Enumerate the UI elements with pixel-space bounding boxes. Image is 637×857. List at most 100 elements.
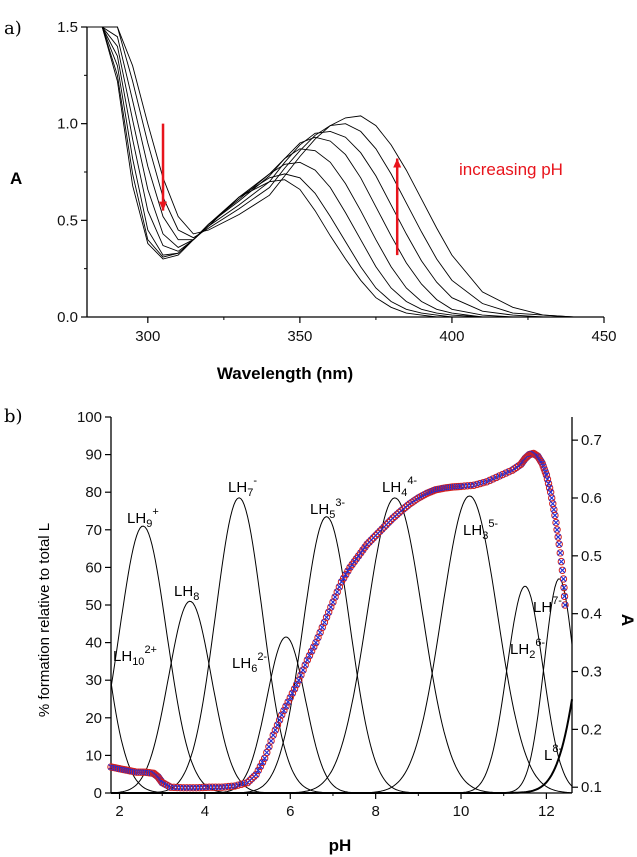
panel-b-xtick-label: 4 [201,803,209,820]
panel-b-label: b) [4,406,23,427]
absorbance-point [384,518,393,527]
absorbance-point-marker [562,602,569,608]
panel-b-ytick-right-label: 0.4 [581,606,602,623]
panel-b-xlabel: pH [329,836,352,855]
species-label-sub: 9 [146,518,152,530]
panel-b-ytick-right-label: 0.6 [581,490,602,507]
absorbance-point [342,570,350,579]
absorbance-point-marker [280,707,287,714]
species-label-sub: 7 [247,487,253,499]
species-label-sub: 4 [401,487,407,499]
species-label-sub: 6 [251,663,257,675]
absorbance-point [305,651,314,660]
panel-a: a) 300 350 400 450 0.0 0.5 1.0 1.5 increasing p… [4,18,617,383]
absorbance-point-marker [557,549,564,556]
absorbance-point [557,557,566,566]
absorbance-point-marker [545,480,552,487]
panel-a-xtick-label: 400 [439,328,464,345]
absorbance-point-marker [263,749,270,756]
species-label-main: LH [382,479,401,496]
absorbance-point [365,538,373,546]
absorbance-point [367,536,376,544]
absorbance-point [561,601,569,609]
absorbance-point-marker [561,593,568,600]
red-arrow-head [159,201,168,211]
absorbance-point [391,512,399,521]
absorbance-point-marker [257,763,264,770]
spectrum-curve [87,26,604,318]
species-label: L8- [544,743,562,764]
species-label-sup: 4- [407,475,417,487]
absorbance-point [382,521,391,529]
spectrum-curve [87,26,604,318]
absorbance-point-marker [310,643,317,650]
panel-b-ytick-left-label: 30 [85,672,102,689]
absorbance-point-marker [291,685,298,692]
absorbance-point-marker [551,512,558,519]
absorbance-point-marker [546,484,553,491]
absorbance-point-marker [289,690,296,697]
panel-b-ytick-left-label: 60 [85,559,102,576]
absorbance-point-marker [548,494,555,501]
absorbance-point [303,656,312,664]
species-label-sub: 2 [529,649,535,661]
absorbance-point-marker [543,471,550,478]
absorbance-point-marker [544,476,551,483]
absorbance-point-marker [553,519,559,526]
species-label-main: LH [310,501,329,518]
absorbance-point-marker [342,571,349,578]
panel-b-axes: 2 4 6 8 10 12 0 10 20 30 40 50 60 70 80 90 100 0.1 0.2 0.3 0… [77,409,602,820]
species-label: LH8 [174,583,199,603]
panel-b-ytick-right-label: 0.2 [581,721,602,738]
absorbance-point-marker [304,656,311,663]
absorbance-point-marker [253,771,260,778]
panel-b-ylabel-left-text: % formation relative to total L [36,523,53,717]
species-label-sub: 10 [132,656,144,668]
absorbance-point [560,583,568,592]
absorbance-point-marker [547,489,554,496]
absorbance-point-marker [259,759,266,766]
absorbance-point-marker [554,526,561,533]
absorbance-point [389,514,397,522]
absorbance-point [453,483,461,491]
spectrum-curve [87,26,604,318]
absorbance-point [455,482,463,491]
absorbance-point [339,574,348,582]
absorbance-point [556,549,564,557]
panel-b-ytick-right-label: 0.5 [581,548,602,565]
absorbance-point-marker [555,534,562,541]
panel-b-xtick-label: 10 [453,803,470,820]
absorbance-point [558,566,567,574]
panel-b-species-labels: LH102+LH9+LH8LH7-LH62-LH53-LH44-LH35-LH2… [113,475,562,764]
absorbance-point-marker [344,568,351,575]
panel-b-ytick-left-label: 20 [85,710,102,727]
absorbance-point [286,693,294,702]
panel-b-ytick-right-label: 0.1 [581,779,602,796]
panel-b-absorbance-points [107,449,569,792]
absorbance-point [288,689,297,697]
absorbance-point [376,527,384,535]
panel-b-ylabel-left: % formation relative to total L [36,523,53,717]
spectrum-curve [87,26,604,318]
absorbance-point [551,511,559,520]
species-label-sup: 2- [257,651,267,663]
species-label: LH26- [510,637,545,661]
panel-a-xtick-label: 300 [135,328,160,345]
absorbance-point [310,643,318,651]
panel-b-species-curves [110,495,573,794]
absorbance-point [290,685,299,693]
species-label-sup: 3- [335,497,345,509]
species-label: LH7- [228,475,257,499]
absorbance-point [555,540,563,548]
absorbance-point [282,702,290,710]
absorbance-point-marker [338,578,345,585]
absorbance-point [278,711,286,719]
species-label: LH44- [382,475,417,499]
absorbance-point-marker [261,755,268,762]
red-arrow-head [393,158,402,168]
absorbance-point [246,776,254,785]
absorbance-point-marker [560,575,567,582]
species-label-main: LH [533,599,552,616]
panel-a-axes: 300 350 400 450 0.0 0.5 1.0 1.5 [57,19,616,345]
